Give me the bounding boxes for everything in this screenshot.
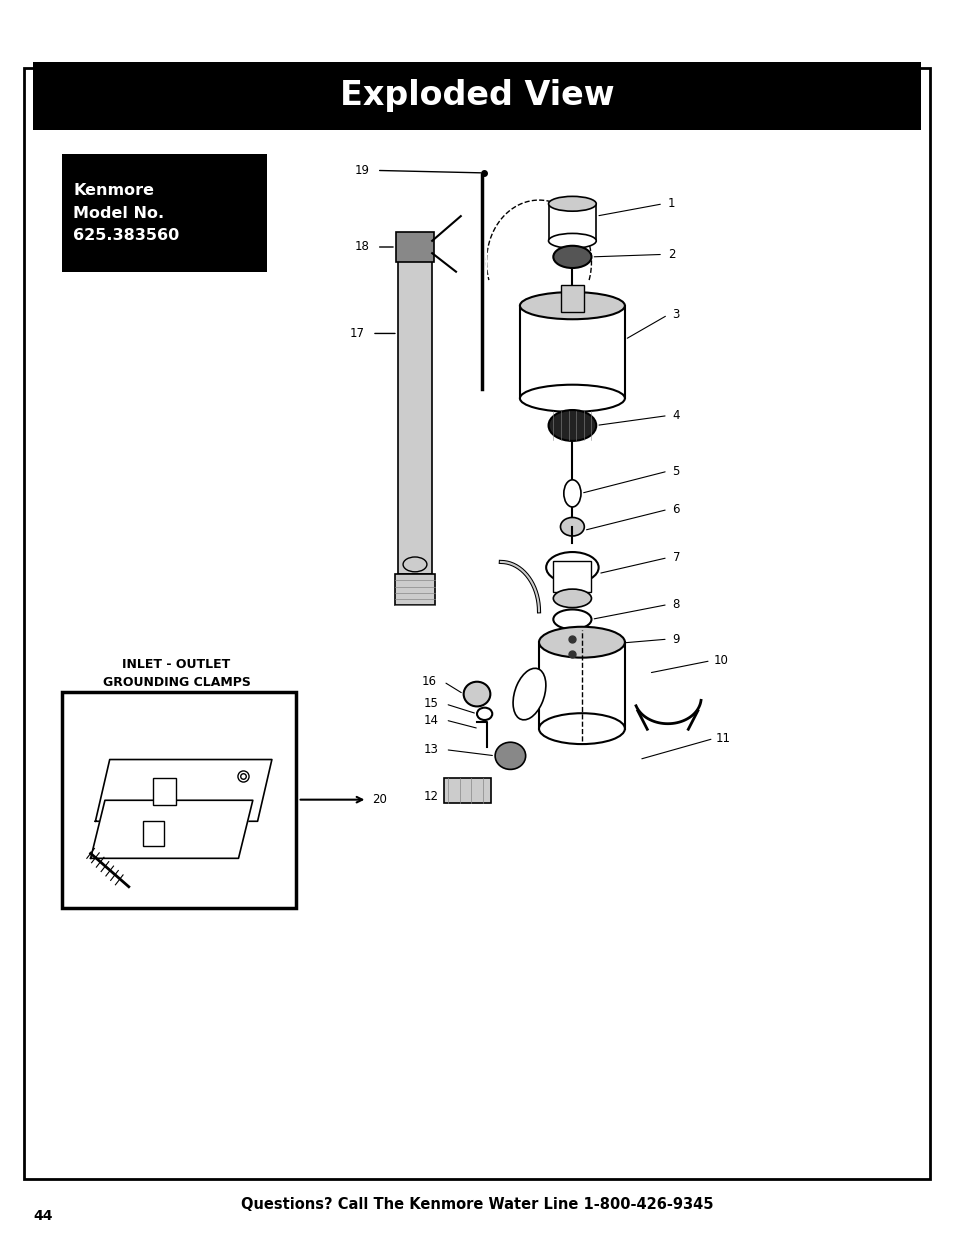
Text: 4: 4	[672, 409, 679, 422]
Bar	[548, 204, 596, 241]
Bar	[519, 306, 624, 398]
Polygon shape	[91, 800, 253, 858]
Ellipse shape	[402, 557, 427, 572]
Text: 18: 18	[354, 241, 369, 253]
Text: 17: 17	[349, 327, 364, 340]
Ellipse shape	[519, 293, 624, 320]
Text: INLET - OUTLET
GROUNDING CLAMPS: INLET - OUTLET GROUNDING CLAMPS	[102, 657, 251, 689]
Text: Exploded View: Exploded View	[339, 79, 614, 112]
Text: 8: 8	[672, 598, 679, 611]
Text: 44: 44	[33, 1209, 52, 1224]
Polygon shape	[95, 760, 272, 821]
Text: Kenmore
Model No.
625.383560: Kenmore Model No. 625.383560	[73, 183, 179, 243]
Bar	[395, 232, 434, 262]
Bar	[443, 778, 491, 803]
Ellipse shape	[495, 742, 525, 769]
Ellipse shape	[548, 196, 596, 211]
Text: 2: 2	[667, 248, 675, 261]
Text: 3: 3	[672, 309, 679, 321]
Bar	[397, 235, 432, 574]
Text: 13: 13	[423, 743, 438, 756]
Ellipse shape	[563, 480, 580, 508]
Text: 1: 1	[667, 198, 675, 210]
Text: 15: 15	[423, 698, 438, 710]
Text: 11: 11	[715, 732, 730, 745]
Text: Questions? Call The Kenmore Water Line 1-800-426-9345: Questions? Call The Kenmore Water Line 1…	[240, 1197, 713, 1212]
Text: 7: 7	[672, 551, 679, 564]
Text: 12: 12	[423, 790, 438, 803]
Bar	[538, 642, 624, 729]
Text: 6: 6	[672, 503, 679, 516]
Ellipse shape	[545, 552, 598, 583]
Ellipse shape	[519, 384, 624, 412]
Text: 14: 14	[423, 714, 438, 726]
Bar	[62, 154, 267, 272]
Text: 10: 10	[713, 655, 728, 667]
Bar	[560, 285, 583, 312]
Ellipse shape	[513, 668, 545, 720]
Bar	[395, 574, 435, 605]
Bar	[33, 62, 920, 130]
Bar	[62, 692, 295, 908]
Bar	[143, 821, 164, 846]
Ellipse shape	[476, 708, 492, 720]
Text: 9: 9	[672, 632, 679, 646]
Ellipse shape	[553, 246, 591, 268]
Bar	[152, 778, 176, 805]
Ellipse shape	[559, 517, 583, 536]
Ellipse shape	[463, 682, 490, 706]
Ellipse shape	[548, 410, 596, 441]
Text: 5: 5	[672, 464, 679, 478]
Text: 19: 19	[354, 164, 369, 177]
Ellipse shape	[538, 714, 624, 743]
Text: 16: 16	[421, 676, 436, 688]
Text: 20: 20	[372, 793, 387, 806]
Ellipse shape	[553, 610, 591, 630]
Bar	[553, 562, 591, 593]
Ellipse shape	[548, 233, 596, 248]
Ellipse shape	[538, 626, 624, 657]
Ellipse shape	[553, 589, 591, 608]
